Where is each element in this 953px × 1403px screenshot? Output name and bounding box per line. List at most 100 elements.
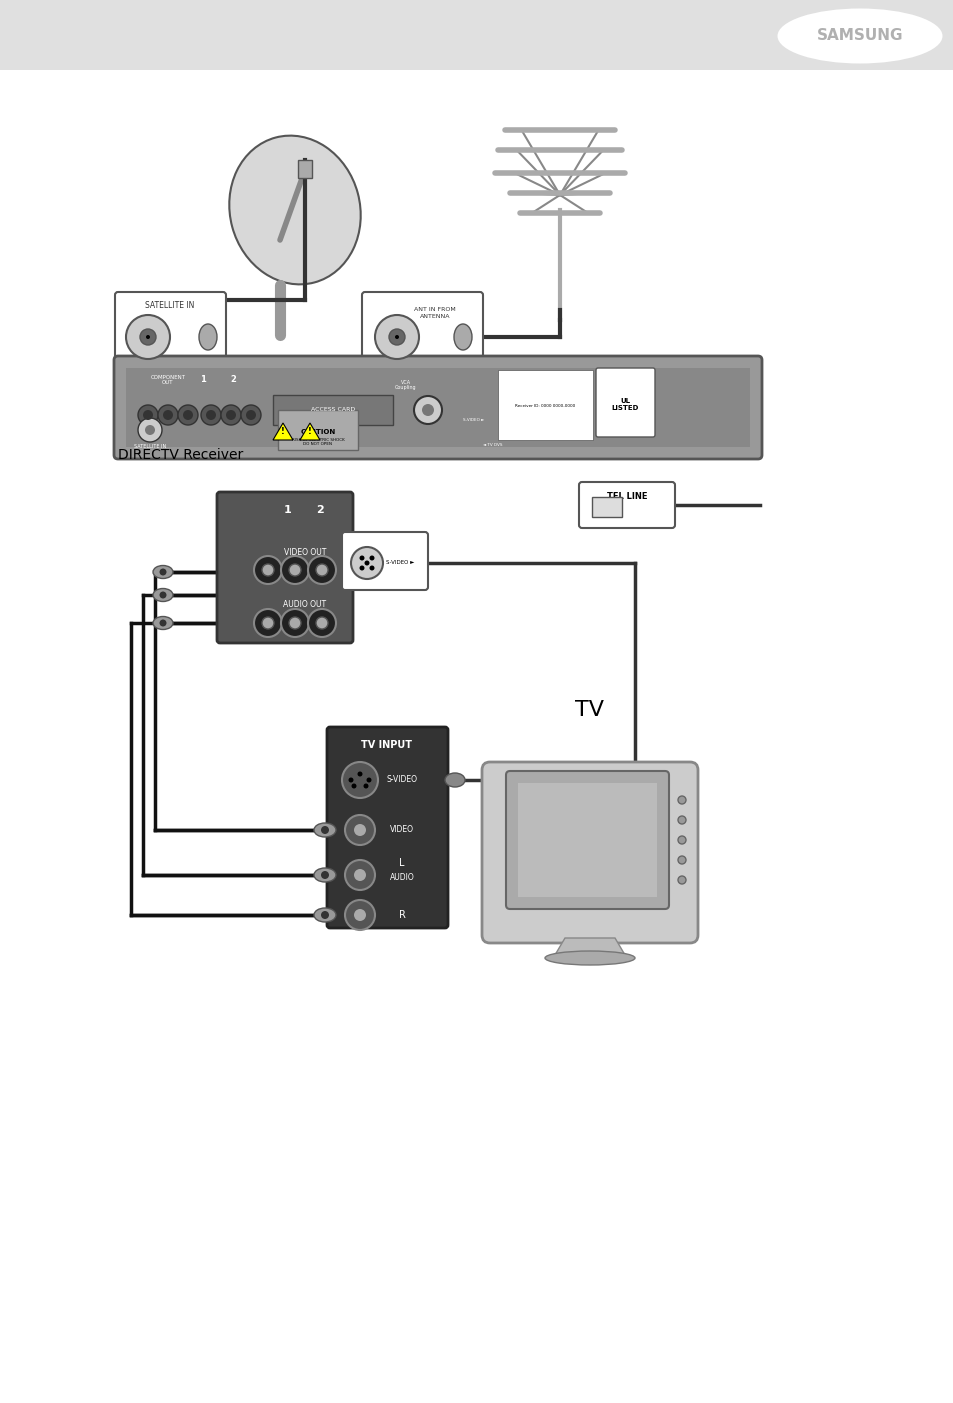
Ellipse shape bbox=[314, 824, 335, 838]
Polygon shape bbox=[273, 422, 293, 441]
Text: SAMSUNG: SAMSUNG bbox=[816, 28, 902, 43]
Circle shape bbox=[364, 561, 369, 565]
Circle shape bbox=[289, 617, 301, 629]
Circle shape bbox=[348, 777, 354, 783]
Text: UL
LISTED: UL LISTED bbox=[611, 398, 638, 411]
Ellipse shape bbox=[314, 868, 335, 882]
Circle shape bbox=[354, 824, 366, 836]
Ellipse shape bbox=[152, 616, 172, 630]
Ellipse shape bbox=[199, 324, 216, 349]
Circle shape bbox=[289, 564, 301, 577]
Circle shape bbox=[320, 871, 329, 880]
Circle shape bbox=[308, 556, 335, 584]
FancyBboxPatch shape bbox=[361, 292, 482, 373]
Circle shape bbox=[678, 817, 685, 824]
Circle shape bbox=[354, 909, 366, 920]
Circle shape bbox=[140, 328, 156, 345]
Circle shape bbox=[369, 556, 375, 561]
Bar bbox=[126, 368, 749, 448]
Circle shape bbox=[308, 609, 335, 637]
FancyBboxPatch shape bbox=[216, 492, 353, 643]
Circle shape bbox=[315, 617, 328, 629]
Text: L: L bbox=[399, 859, 404, 868]
Text: 1: 1 bbox=[284, 505, 292, 515]
Text: ◄ TV DVS: ◄ TV DVS bbox=[482, 443, 502, 448]
Text: S-VIDEO: S-VIDEO bbox=[386, 776, 417, 784]
Bar bbox=[0, 0, 953, 70]
Circle shape bbox=[138, 405, 158, 425]
Bar bbox=[297, 160, 312, 178]
Circle shape bbox=[375, 316, 418, 359]
Circle shape bbox=[341, 762, 377, 798]
Circle shape bbox=[163, 410, 172, 419]
Circle shape bbox=[246, 410, 255, 419]
FancyBboxPatch shape bbox=[596, 368, 655, 436]
Circle shape bbox=[159, 592, 167, 599]
Text: VIDEO OUT: VIDEO OUT bbox=[283, 549, 326, 557]
FancyBboxPatch shape bbox=[481, 762, 698, 943]
Circle shape bbox=[138, 418, 162, 442]
Text: DIRECTV Receiver: DIRECTV Receiver bbox=[118, 448, 243, 462]
Text: TV: TV bbox=[575, 700, 604, 720]
Circle shape bbox=[262, 617, 274, 629]
Text: SATELLITE IN: SATELLITE IN bbox=[133, 445, 166, 449]
Circle shape bbox=[345, 860, 375, 890]
Circle shape bbox=[320, 911, 329, 919]
Ellipse shape bbox=[444, 773, 464, 787]
Circle shape bbox=[366, 777, 371, 783]
Text: RISK OF ELECTRIC SHOCK
DO NOT OPEN: RISK OF ELECTRIC SHOCK DO NOT OPEN bbox=[292, 438, 344, 446]
FancyBboxPatch shape bbox=[505, 772, 668, 909]
Text: CAUTION: CAUTION bbox=[300, 429, 335, 435]
Circle shape bbox=[253, 556, 282, 584]
Circle shape bbox=[414, 396, 441, 424]
Circle shape bbox=[363, 783, 368, 788]
Circle shape bbox=[226, 410, 235, 419]
Circle shape bbox=[357, 772, 362, 776]
Circle shape bbox=[126, 316, 170, 359]
Bar bbox=[517, 783, 657, 897]
Text: !: ! bbox=[281, 428, 285, 436]
Circle shape bbox=[678, 875, 685, 884]
Circle shape bbox=[345, 899, 375, 930]
Bar bbox=[273, 396, 393, 425]
FancyBboxPatch shape bbox=[327, 727, 448, 927]
Circle shape bbox=[351, 783, 356, 788]
Polygon shape bbox=[555, 939, 624, 955]
Circle shape bbox=[262, 564, 274, 577]
Text: ACCESS CARD: ACCESS CARD bbox=[311, 407, 355, 412]
Polygon shape bbox=[299, 422, 319, 441]
Text: 2: 2 bbox=[315, 505, 323, 515]
Circle shape bbox=[389, 328, 405, 345]
Circle shape bbox=[183, 410, 193, 419]
Circle shape bbox=[395, 335, 398, 340]
Text: S-VIDEO ►: S-VIDEO ► bbox=[385, 561, 414, 565]
Text: SATELLITE IN: SATELLITE IN bbox=[145, 300, 194, 310]
Text: 1: 1 bbox=[200, 376, 206, 384]
Circle shape bbox=[345, 815, 375, 845]
FancyBboxPatch shape bbox=[578, 483, 675, 528]
Text: VCA
Coupling: VCA Coupling bbox=[395, 380, 416, 390]
Ellipse shape bbox=[152, 588, 172, 602]
Ellipse shape bbox=[229, 136, 360, 285]
Text: AUDIO OUT: AUDIO OUT bbox=[283, 600, 326, 609]
Text: TV INPUT: TV INPUT bbox=[361, 739, 412, 751]
Circle shape bbox=[315, 564, 328, 577]
Circle shape bbox=[206, 410, 215, 419]
Circle shape bbox=[281, 609, 309, 637]
Circle shape bbox=[178, 405, 198, 425]
Circle shape bbox=[354, 868, 366, 881]
FancyBboxPatch shape bbox=[113, 356, 761, 459]
Ellipse shape bbox=[544, 951, 635, 965]
Text: VIDEO: VIDEO bbox=[390, 825, 414, 835]
Circle shape bbox=[421, 404, 434, 417]
Circle shape bbox=[159, 568, 167, 575]
Circle shape bbox=[241, 405, 261, 425]
Circle shape bbox=[320, 826, 329, 833]
Text: R: R bbox=[398, 911, 405, 920]
Circle shape bbox=[221, 405, 241, 425]
Circle shape bbox=[146, 335, 150, 340]
Text: S-VIDEO ►: S-VIDEO ► bbox=[462, 418, 484, 422]
Circle shape bbox=[678, 796, 685, 804]
Circle shape bbox=[678, 836, 685, 845]
Text: !: ! bbox=[308, 428, 312, 436]
